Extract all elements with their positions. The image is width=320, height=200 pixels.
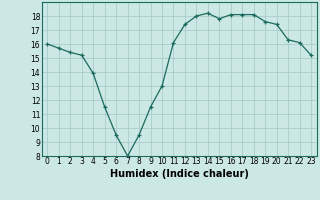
X-axis label: Humidex (Indice chaleur): Humidex (Indice chaleur) (110, 169, 249, 179)
